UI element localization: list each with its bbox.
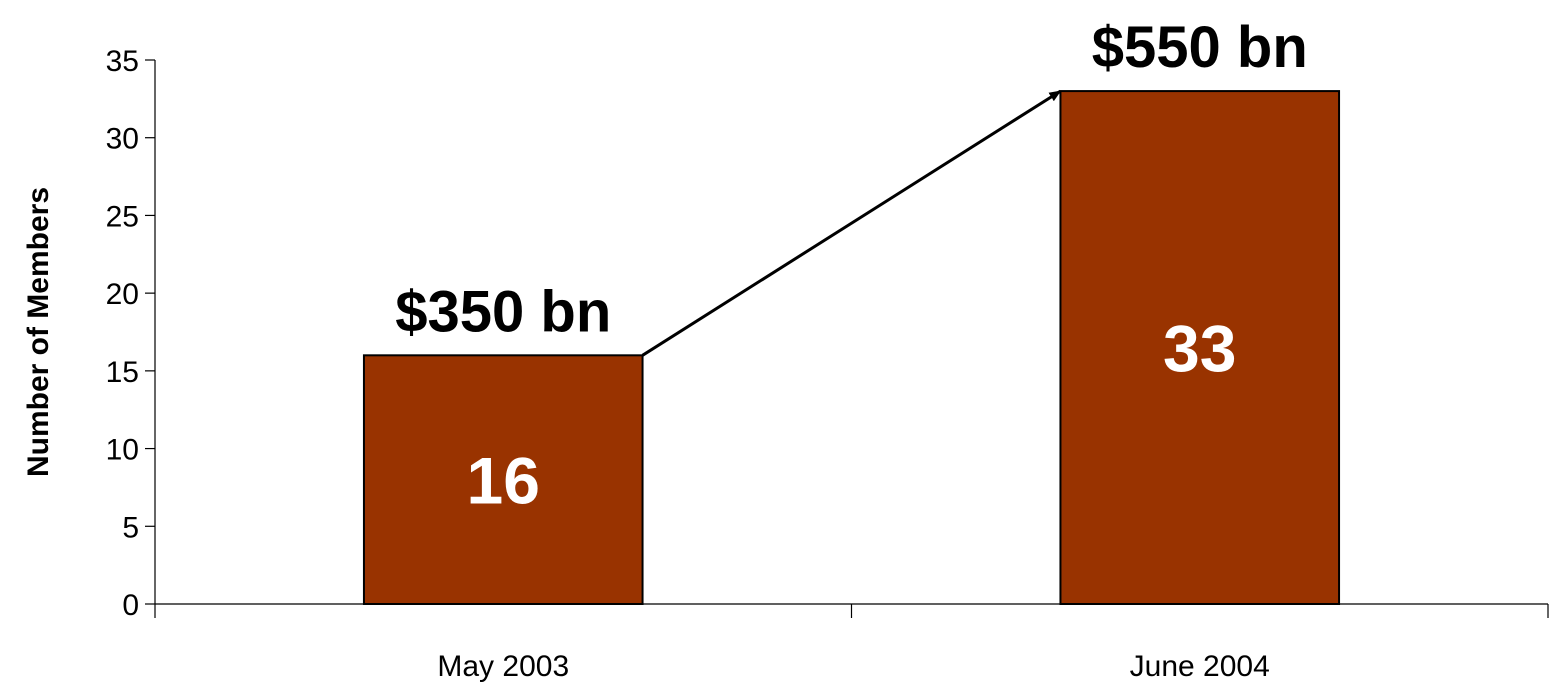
y-axis-title: Number of Members — [22, 187, 55, 477]
y-tick-label: 10 — [106, 434, 139, 467]
y-axis: 0 5 10 15 20 25 30 35 — [106, 45, 156, 622]
bars-group — [362, 90, 1341, 606]
bar-value-label: 33 — [1163, 312, 1236, 386]
y-tick-label: 0 — [122, 589, 139, 622]
x-category-label: June 2004 — [1130, 650, 1270, 683]
bar-1 — [362, 354, 644, 606]
y-tick-label: 35 — [106, 45, 139, 78]
arrow-group — [641, 89, 1062, 357]
x-category-label: May 2003 — [437, 650, 569, 683]
bar-annotation-label: $550 bn — [1092, 15, 1308, 80]
labels-group: 16 $350 bn 33 $550 bn — [395, 15, 1308, 518]
y-tick-label: 5 — [122, 511, 139, 544]
bar-2 — [1059, 90, 1341, 606]
y-tick-label: 25 — [106, 200, 139, 233]
y-tick-label: 30 — [106, 123, 139, 156]
x-axis: May 2003 June 2004 — [154, 603, 1549, 683]
bar-annotation-label: $350 bn — [395, 279, 611, 344]
y-tick-label: 20 — [106, 278, 139, 311]
y-tick-label: 15 — [106, 356, 139, 389]
bar-value-label: 16 — [467, 444, 540, 518]
growth-arrow — [641, 89, 1062, 357]
